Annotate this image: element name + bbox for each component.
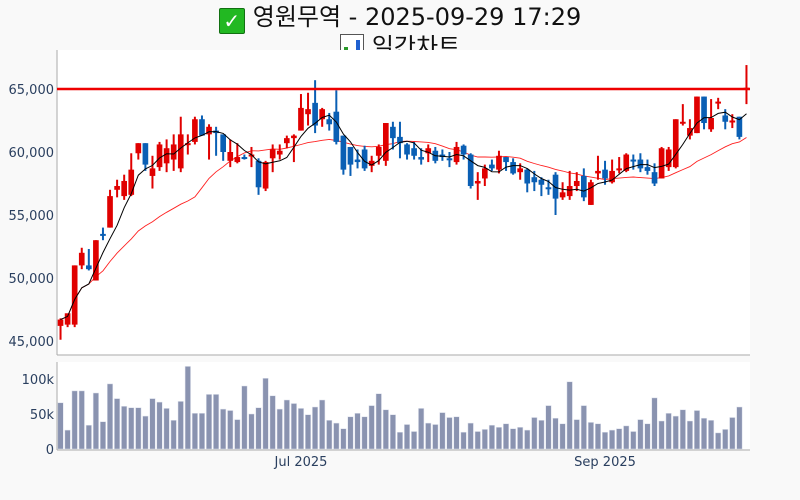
volume-tick-label: 100k: [22, 373, 55, 388]
title-text: 영원무역 - 2025-09-29 17:29: [252, 3, 582, 31]
y-tick-label: 45,000: [9, 335, 55, 350]
y-tick-label: 60,000: [9, 146, 55, 161]
price-panel: [57, 50, 750, 355]
chart-title: ✓ 영원무역 - 2025-09-29 17:29: [0, 0, 800, 34]
y-tick-label: 55,000: [9, 209, 55, 224]
check-icon: ✓: [218, 8, 245, 34]
candles: [57, 65, 750, 340]
volume-tick-label: 0: [46, 443, 54, 458]
volume-bars: [57, 366, 743, 450]
volume-tick-label: 50k: [30, 408, 55, 423]
x-tick-label: Jul 2025: [274, 455, 328, 470]
ma5-line: [60, 111, 747, 321]
y-tick-label: 50,000: [9, 272, 55, 287]
x-tick-label: Sep 2025: [574, 455, 636, 470]
y-tick-label: 65,000: [9, 83, 55, 98]
